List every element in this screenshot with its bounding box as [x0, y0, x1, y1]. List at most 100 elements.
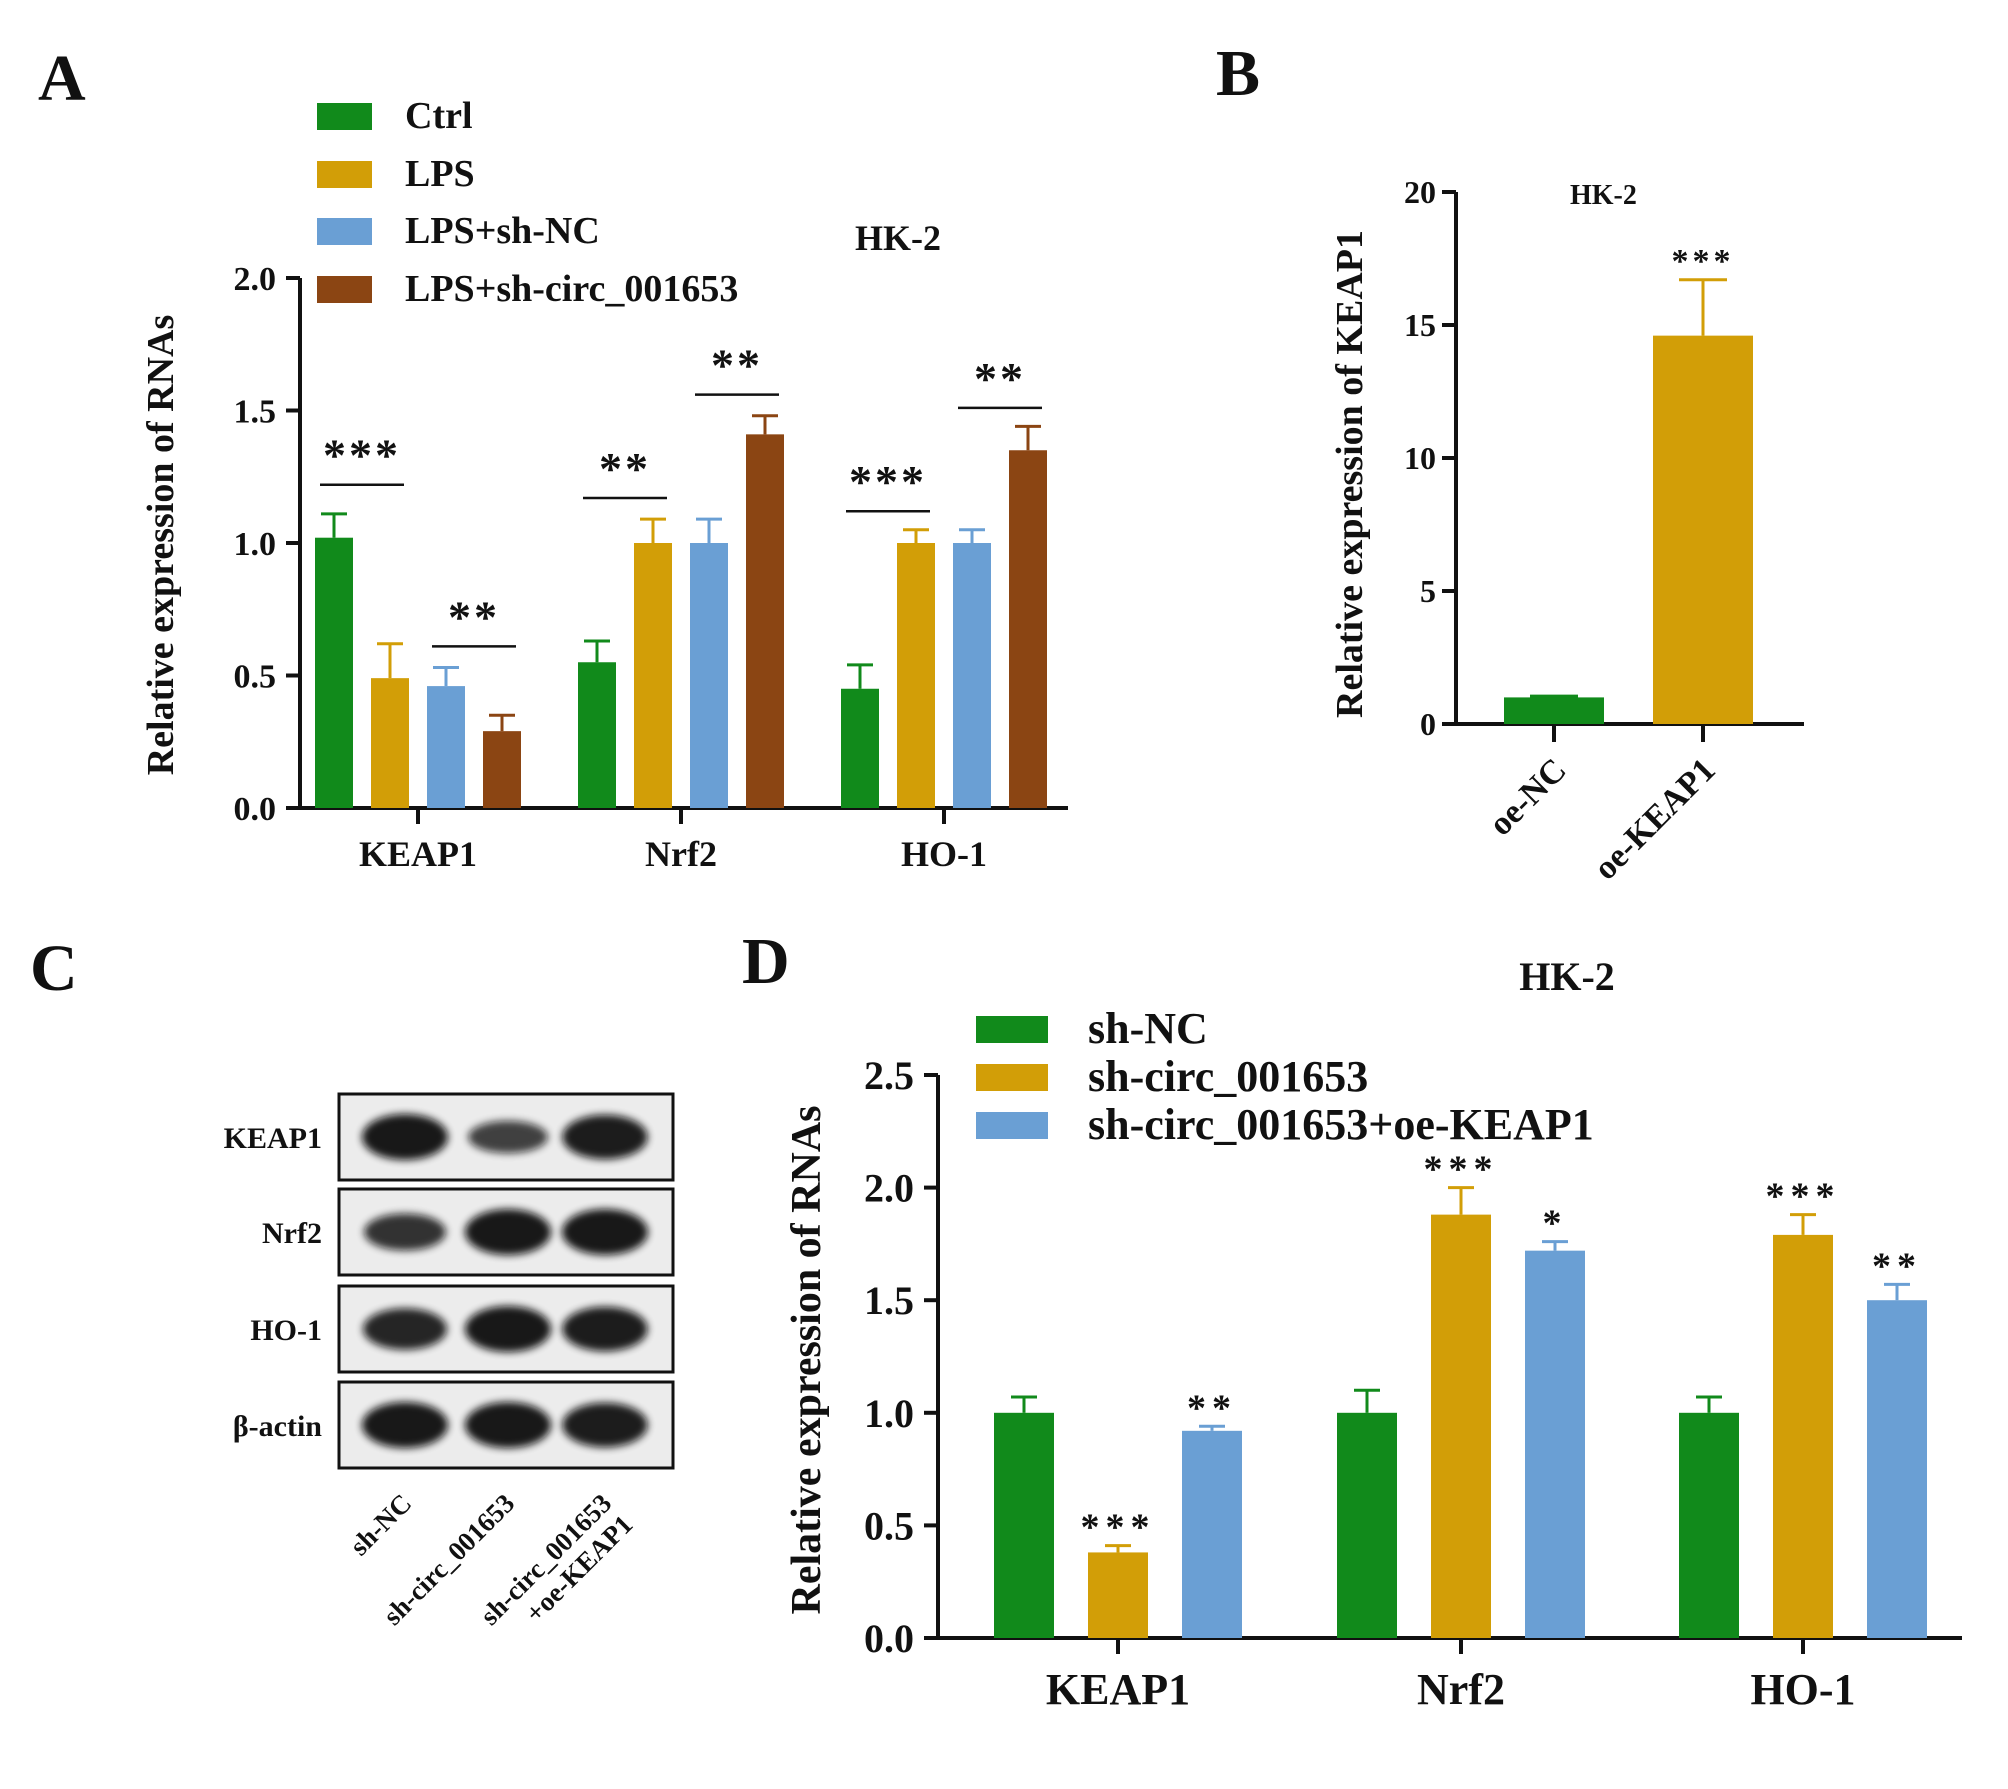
y-tick-label: 20 — [1404, 174, 1436, 210]
blot-band — [562, 1306, 648, 1352]
significance-label: *** — [849, 456, 927, 507]
bar — [1337, 1412, 1397, 1638]
bar — [841, 688, 879, 808]
significance-label: * — [1543, 1203, 1568, 1245]
blot-band — [562, 1209, 648, 1255]
legend-label-lps-sh-nc: LPS+sh-NC — [405, 210, 600, 252]
legend-swatch-lps — [317, 161, 372, 188]
panel-c-western-blot: KEAP1Nrf2HO-1β-actinsh-NCsh-circ_001653s… — [224, 1092, 675, 1631]
panel-a-legend: Ctrl LPS LPS+sh-NC LPS+sh-circ_001653 — [317, 95, 738, 310]
blot-band — [468, 1120, 548, 1154]
y-tick-label: 1.0 — [234, 526, 277, 563]
bar — [483, 731, 521, 808]
significance-label: *** — [1766, 1176, 1841, 1218]
bar — [578, 662, 616, 808]
blot-row-label: β-actin — [233, 1410, 322, 1443]
x-tick-label: KEAP1 — [359, 834, 477, 874]
blot-band — [562, 1114, 648, 1160]
y-tick-label: 0.0 — [234, 791, 277, 828]
legend-swatch-lps-sh-nc — [317, 218, 372, 245]
panel-d-y-axis-label: Relative expression of RNAs — [784, 1105, 830, 1614]
significance-label: ** — [599, 443, 651, 494]
legend-swatch-ctrl — [317, 103, 372, 130]
panel-a-chart: Ctrl LPS LPS+sh-NC LPS+sh-circ_001653 HK… — [140, 95, 1068, 874]
bar — [994, 1412, 1054, 1638]
bar — [371, 678, 409, 808]
panel-b-title: HK-2 — [1570, 180, 1637, 211]
significance-label: ** — [1872, 1245, 1922, 1287]
x-tick-label: HO-1 — [901, 834, 987, 874]
panel-a-y-axis-label: Relative expression of RNAs — [140, 315, 182, 776]
bar — [953, 543, 991, 808]
blot-band — [362, 1114, 448, 1160]
y-tick-label: 0.5 — [234, 658, 277, 695]
bar — [1773, 1234, 1833, 1638]
panel-a-title: HK-2 — [855, 218, 941, 258]
bar — [1867, 1300, 1927, 1638]
blot-lane-label-line: sh-NC — [344, 1488, 417, 1561]
significance-label: *** — [1672, 243, 1735, 280]
blot-band — [362, 1402, 448, 1448]
bar — [1525, 1250, 1585, 1638]
legend-label-sh-circ: sh-circ_001653 — [1088, 1052, 1368, 1101]
legend-label-lps-sh-circ: LPS+sh-circ_001653 — [405, 268, 738, 310]
panel-letter-d: D — [742, 925, 790, 998]
panel-letter-b: B — [1216, 37, 1260, 110]
bar — [634, 543, 672, 808]
x-tick-label: HO-1 — [1750, 1665, 1855, 1714]
panel-letter-a: A — [38, 42, 86, 115]
significance-label: ** — [448, 591, 500, 642]
significance-label: *** — [323, 430, 401, 481]
blot-band — [465, 1209, 551, 1255]
blot-row-label: HO-1 — [250, 1314, 322, 1347]
bar — [1431, 1214, 1491, 1638]
blot-band — [465, 1306, 551, 1352]
y-tick-label: 2.5 — [864, 1053, 914, 1098]
significance-label: *** — [1081, 1507, 1156, 1549]
blot-row-label: KEAP1 — [224, 1122, 322, 1155]
bar — [1182, 1430, 1242, 1638]
legend-label-ctrl: Ctrl — [405, 95, 473, 137]
bar — [1009, 450, 1047, 808]
legend-label-lps: LPS — [405, 153, 475, 195]
x-tick-label: Nrf2 — [1417, 1665, 1505, 1714]
x-tick-label: oe-NC — [1482, 751, 1574, 843]
bar — [1088, 1552, 1148, 1638]
y-tick-label: 1.5 — [864, 1278, 914, 1323]
y-tick-label: 15 — [1404, 307, 1436, 343]
blot-band — [465, 1402, 551, 1448]
x-tick-label: KEAP1 — [1046, 1665, 1190, 1714]
y-tick-label: 1.0 — [864, 1391, 914, 1436]
bar — [746, 434, 784, 808]
y-tick-label: 2.0 — [234, 261, 277, 298]
significance-label: ** — [1187, 1387, 1237, 1429]
y-tick-label: 10 — [1404, 440, 1436, 476]
blot-band — [363, 1308, 447, 1350]
y-tick-label: 0.0 — [864, 1616, 914, 1661]
panel-d-chart: sh-NC sh-circ_001653 sh-circ_001653+oe-K… — [784, 954, 1962, 1714]
legend-swatch-sh-nc — [976, 1016, 1048, 1043]
blot-row-label: Nrf2 — [262, 1217, 322, 1250]
legend-swatch-sh-circ — [976, 1064, 1048, 1091]
blot-band — [562, 1402, 648, 1448]
legend-label-sh-circ-oe-keap1: sh-circ_001653+oe-KEAP1 — [1088, 1100, 1594, 1149]
x-tick-label: Nrf2 — [645, 834, 717, 874]
legend-swatch-lps-sh-circ — [317, 276, 372, 303]
legend-label-sh-nc: sh-NC — [1088, 1004, 1208, 1053]
bar — [690, 543, 728, 808]
bar — [897, 543, 935, 808]
panel-letter-c: C — [30, 932, 78, 1005]
panel-d-title: HK-2 — [1519, 954, 1615, 999]
y-tick-label: 1.5 — [234, 393, 277, 430]
significance-label: ** — [711, 340, 763, 391]
significance-label: *** — [1424, 1149, 1499, 1191]
bar — [1653, 335, 1753, 724]
y-tick-label: 2.0 — [864, 1166, 914, 1211]
blot-lane-label: sh-NC — [344, 1488, 417, 1561]
panel-d-legend: sh-NC sh-circ_001653 sh-circ_001653+oe-K… — [976, 1004, 1594, 1149]
bar — [315, 537, 353, 808]
y-tick-label: 0.5 — [864, 1503, 914, 1548]
significance-label: ** — [974, 353, 1026, 404]
panel-b-chart: HK-2 Relative expression of KEAP1 0 5 10 15… — [1329, 174, 1804, 887]
